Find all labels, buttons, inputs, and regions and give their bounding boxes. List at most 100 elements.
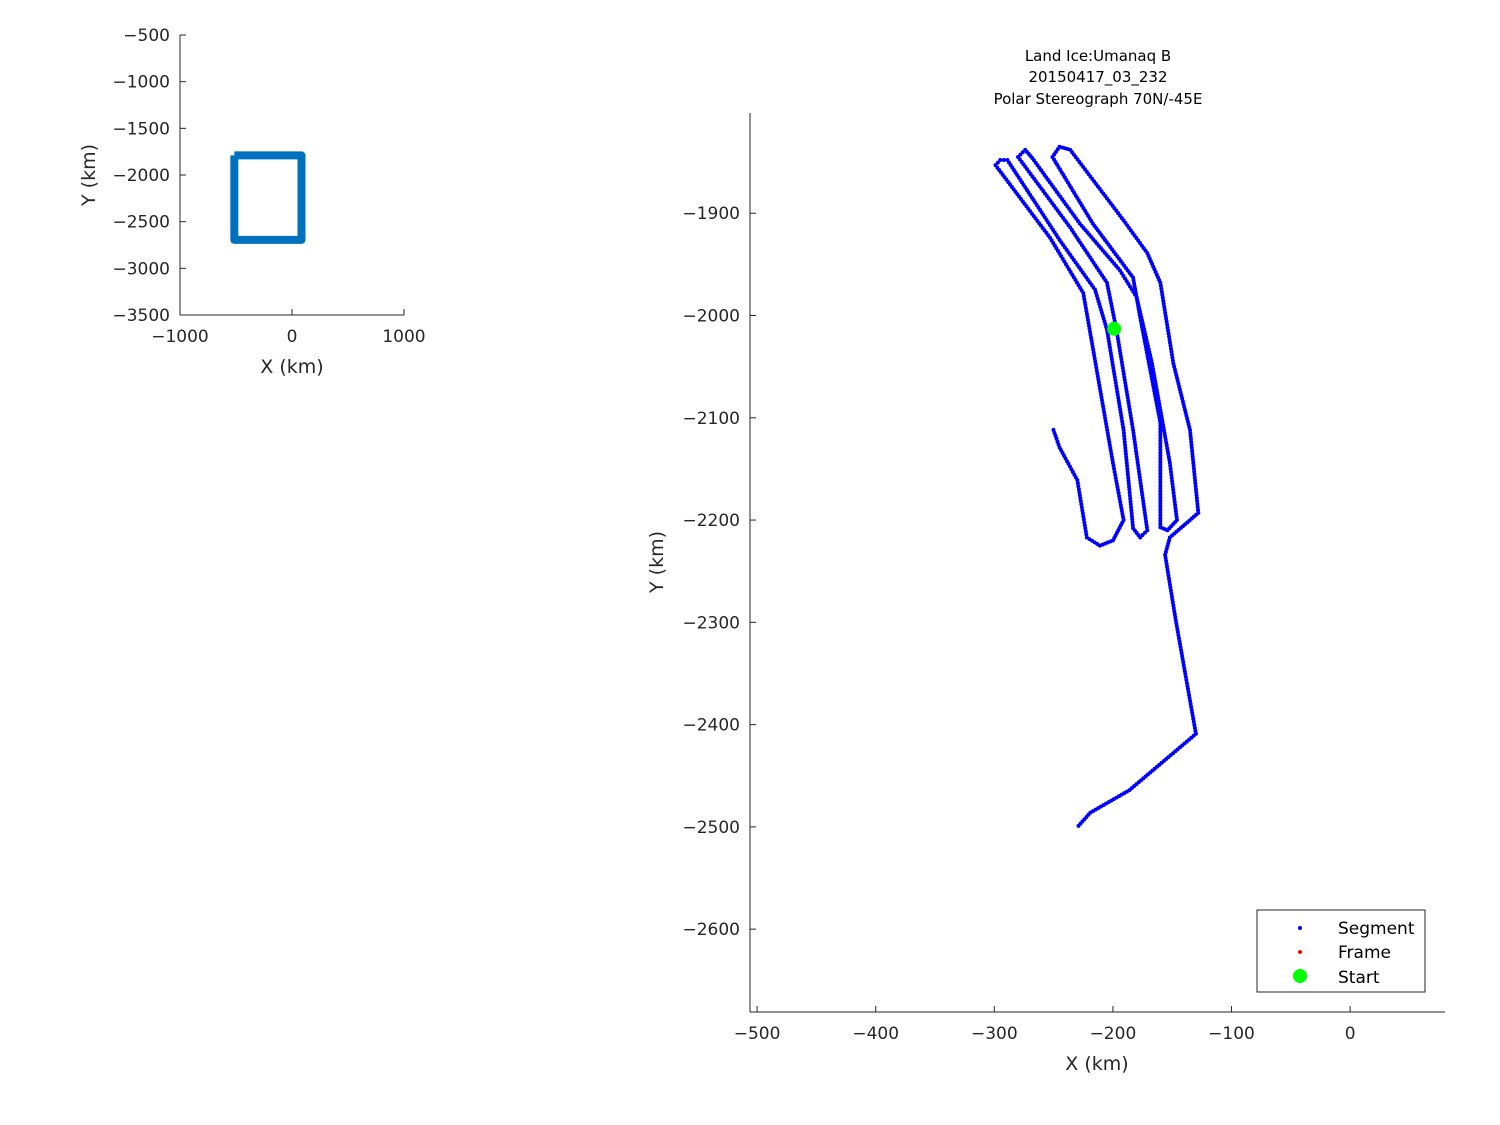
segment-point	[1084, 535, 1089, 540]
y-tick-label: −1000	[112, 73, 170, 93]
segment-point	[1099, 398, 1104, 403]
segment-point	[1126, 478, 1131, 483]
segment-point	[1095, 374, 1100, 379]
segment-point	[1138, 478, 1143, 483]
segment-point	[1093, 362, 1098, 367]
segment-point	[1129, 416, 1134, 421]
segment-point	[1169, 352, 1174, 357]
segment-point	[1184, 681, 1189, 686]
segment-point	[1132, 439, 1137, 444]
segment-point	[1106, 436, 1111, 441]
segment-point	[1113, 472, 1118, 477]
segment-point	[1192, 469, 1197, 474]
segment-point	[1139, 484, 1144, 489]
segment-point	[1168, 346, 1173, 351]
segment-point	[1194, 496, 1199, 501]
segment-point	[1120, 419, 1125, 424]
legend-frame-marker	[1298, 950, 1302, 954]
segment-point	[1158, 483, 1163, 488]
segment-point	[1144, 519, 1149, 524]
segment-point	[1128, 499, 1133, 504]
segment-point	[1107, 442, 1112, 447]
y-tick-label: −2000	[112, 166, 170, 186]
segment-point	[1117, 496, 1122, 501]
segment-point	[1160, 295, 1165, 300]
segment-point	[1166, 573, 1171, 578]
segment-point	[1092, 356, 1097, 361]
segment-point	[1111, 366, 1116, 371]
start-marker	[1107, 321, 1122, 336]
segment-point	[1195, 499, 1200, 504]
segment-point	[1165, 567, 1170, 572]
segment-point	[1188, 698, 1193, 703]
segment-point	[1196, 507, 1201, 512]
segment-point	[1077, 490, 1082, 495]
segment-point	[1158, 459, 1163, 464]
segment-point	[1140, 495, 1145, 500]
segment-point	[1166, 331, 1171, 336]
segment-point	[1189, 704, 1194, 709]
segment-point	[1190, 710, 1195, 715]
segment-point	[1134, 454, 1139, 459]
segment-point	[1124, 457, 1129, 462]
segment-point	[1172, 499, 1177, 504]
segment-point	[1158, 465, 1163, 470]
segment-point	[1076, 484, 1081, 489]
segment-point	[1113, 377, 1118, 382]
segment-point	[1104, 422, 1109, 427]
segment-point	[1116, 395, 1121, 400]
segment-point	[1180, 657, 1185, 662]
segment-point	[1178, 642, 1183, 647]
segment-point	[1158, 480, 1163, 485]
segment-point	[1171, 603, 1176, 608]
segment-point	[1183, 672, 1188, 677]
segment-point	[1190, 457, 1195, 462]
title-line-1: Land Ice:Umanaq B	[1025, 47, 1171, 65]
segment-point	[1127, 487, 1132, 492]
segment-point	[1129, 419, 1134, 424]
segment-point	[1130, 520, 1135, 525]
segment-point	[1123, 383, 1128, 388]
segment-point	[1194, 490, 1199, 495]
segment-point	[1172, 612, 1177, 617]
segment-point	[1179, 651, 1184, 656]
segment-point	[1096, 380, 1101, 385]
segment-point	[1119, 509, 1124, 514]
segment-point	[1119, 360, 1124, 365]
segment-point	[1163, 313, 1168, 318]
segment-point	[1187, 692, 1192, 697]
segment-point	[1175, 627, 1180, 632]
segment-point	[1130, 523, 1135, 528]
segment-point	[1108, 348, 1113, 353]
segment-point	[1129, 514, 1134, 519]
x-tick-label: 0	[1345, 1024, 1356, 1044]
segment-point	[1191, 463, 1196, 468]
segment-point	[1162, 307, 1167, 312]
segment-point	[1170, 355, 1175, 360]
segment-point	[1173, 505, 1178, 510]
segment-point	[1158, 456, 1163, 461]
segment-point	[1051, 427, 1056, 432]
segment-point	[1081, 293, 1086, 298]
segment-point	[1173, 509, 1178, 514]
segment-point	[1137, 475, 1142, 480]
segment-point	[1158, 468, 1163, 473]
segment-point	[1082, 296, 1087, 301]
segment-point	[1189, 442, 1194, 447]
segment-point	[1108, 445, 1113, 450]
segment-point	[1182, 669, 1187, 674]
segment-point	[1115, 392, 1120, 397]
segment-point	[1131, 433, 1136, 438]
segment-point	[1083, 302, 1088, 307]
segment-point	[1087, 326, 1092, 331]
segment-point	[1158, 471, 1163, 476]
legend-start-marker	[1293, 969, 1307, 983]
y-tick-label: −1900	[682, 204, 740, 224]
segment-point	[1143, 513, 1148, 518]
overview-x-label: X (km)	[260, 356, 323, 378]
segment-point	[1136, 469, 1141, 474]
segment-point	[1103, 419, 1108, 424]
segment-point	[1170, 358, 1175, 363]
segment-point	[1075, 481, 1080, 486]
segment-point	[1171, 490, 1176, 495]
